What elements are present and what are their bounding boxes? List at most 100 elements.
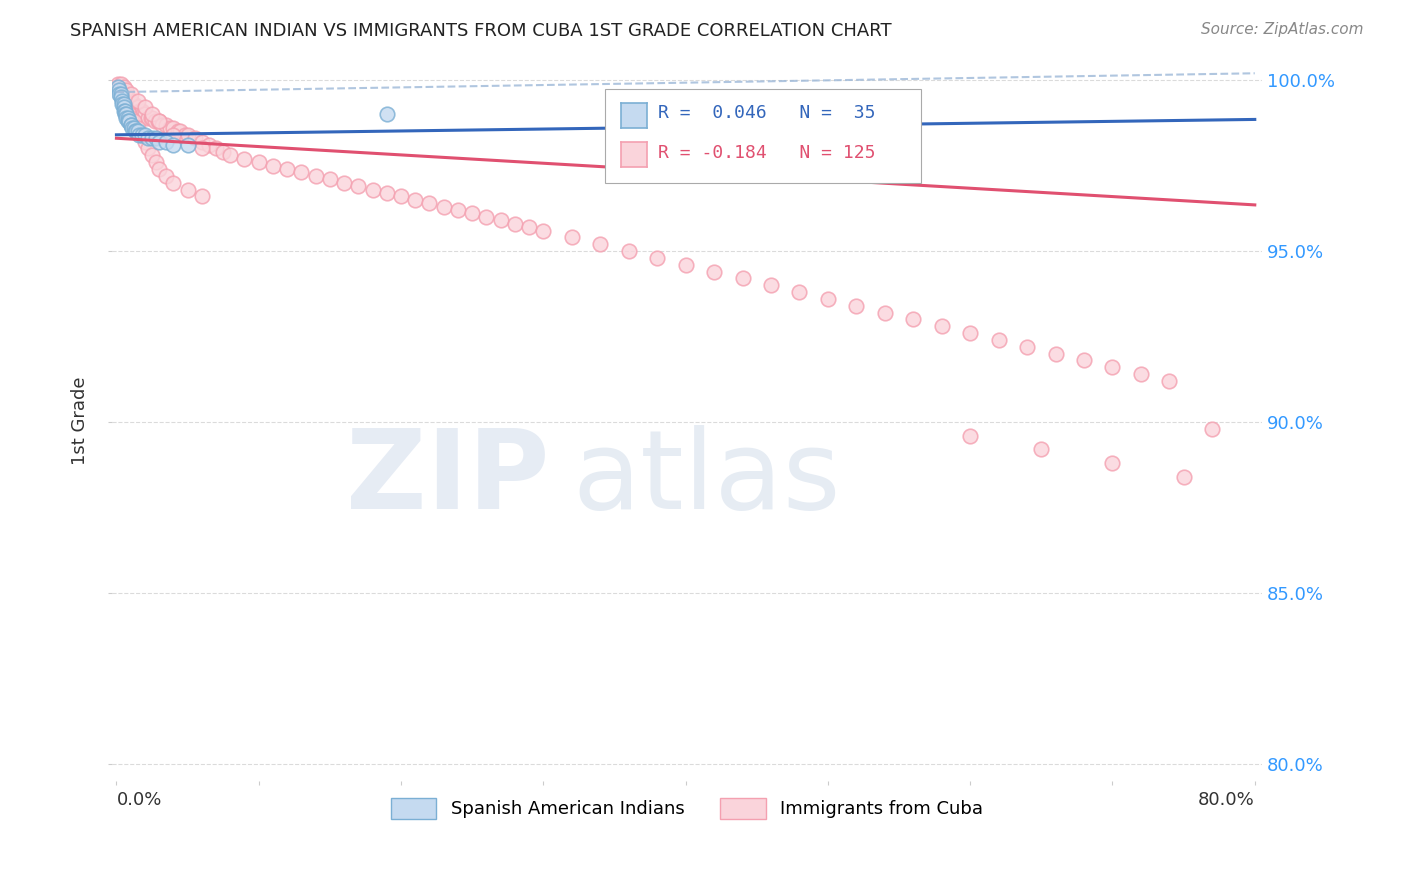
Point [375,186,398,200]
Point [589,237,612,252]
Point [191,141,214,155]
Point [233,152,256,166]
Point [276,161,298,176]
Point [114,87,136,101]
Point [114,97,136,112]
Point [155,118,177,132]
Point [959,326,981,340]
Point [173,128,195,142]
Point [112,79,135,94]
Point [166,124,188,138]
Point [115,90,138,104]
Text: ZIP: ZIP [346,425,550,532]
Point [361,182,384,196]
Point [931,319,953,334]
Point [131,128,153,142]
Point [111,97,134,112]
Point [134,100,156,114]
Point [155,135,177,149]
Point [531,223,554,237]
Point [107,77,129,91]
Point [125,124,148,138]
Point [118,114,141,128]
Point [108,83,131,97]
Point [219,148,242,162]
Text: 0.0%: 0.0% [117,791,162,809]
Point [1159,374,1181,388]
Legend: Spanish American Indians, Immigrants from Cuba: Spanish American Indians, Immigrants fro… [384,791,990,826]
Point [122,97,145,112]
Point [176,128,198,142]
Point [112,87,135,101]
Text: 80.0%: 80.0% [1198,791,1254,809]
Point [141,107,163,121]
Point [112,100,135,114]
Point [191,135,214,149]
Point [148,161,170,176]
Point [987,333,1010,347]
Point [134,135,156,149]
Point [127,124,149,138]
Point [146,114,169,128]
Text: atlas: atlas [572,425,841,532]
Point [262,159,284,173]
Point [789,285,811,299]
Point [108,87,131,101]
Point [131,103,153,118]
Point [112,87,135,101]
Point [134,107,156,121]
Point [176,138,198,153]
Point [111,83,134,97]
Point [645,251,668,265]
Point [503,217,526,231]
Point [375,107,398,121]
Point [489,213,512,227]
Point [115,100,138,114]
Point [148,114,170,128]
Point [418,196,440,211]
Point [447,202,470,217]
Point [108,79,131,94]
Point [162,138,184,153]
Point [110,90,132,104]
Point [110,83,132,97]
Point [1101,360,1123,375]
Point [145,131,167,145]
Text: R = -0.184   N = 125: R = -0.184 N = 125 [658,144,876,161]
Point [121,97,143,112]
Point [290,165,312,179]
Point [873,305,896,319]
Point [475,210,498,224]
Point [111,90,134,104]
Point [136,111,159,125]
Point [903,312,925,326]
Point [117,90,139,104]
Text: Source: ZipAtlas.com: Source: ZipAtlas.com [1201,22,1364,37]
Point [112,103,135,118]
Point [112,97,135,112]
Point [108,79,131,94]
Point [148,114,170,128]
Point [136,131,159,145]
Point [1101,456,1123,470]
Point [117,103,139,118]
Point [110,77,132,91]
Point [118,107,141,121]
Point [1129,367,1152,381]
Point [120,118,142,132]
Point [117,114,139,128]
Point [110,87,132,101]
Point [120,97,142,112]
Point [143,114,166,128]
Point [162,176,184,190]
Point [169,124,191,138]
Point [117,94,139,108]
Point [183,131,205,145]
Point [731,271,754,285]
Text: SPANISH AMERICAN INDIAN VS IMMIGRANTS FROM CUBA 1ST GRADE CORRELATION CHART: SPANISH AMERICAN INDIAN VS IMMIGRANTS FR… [70,22,891,40]
Point [120,87,142,101]
Point [107,79,129,94]
Point [304,169,326,183]
Point [124,100,146,114]
Point [703,264,725,278]
